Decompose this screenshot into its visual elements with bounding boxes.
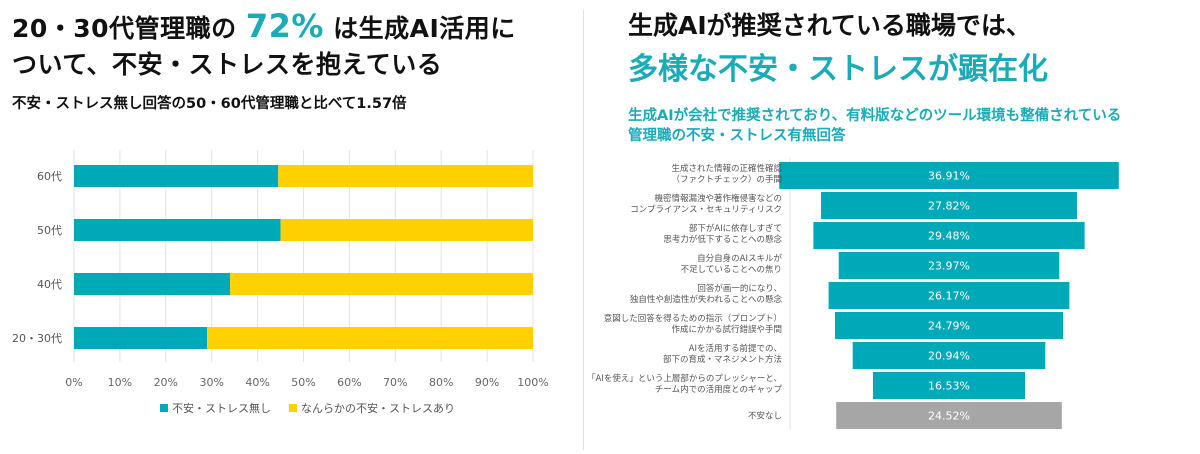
funnel-bar — [828, 282, 1070, 309]
right-title-line2: 多様な不安・ストレスが顕在化 — [628, 52, 1048, 87]
category-label: 不安なし — [748, 411, 782, 422]
left-title-line2: ついて、不安・ストレスを抱えている — [12, 50, 443, 79]
left-title-pre: 20・30代管理職の — [12, 14, 237, 43]
category-label: 意図した回答を得るための指示（プロンプト） — [604, 313, 782, 324]
category-label: コンプライアンス・セキュリティリスク — [630, 205, 782, 215]
right-subtitle-line2: 管理職の不安・ストレス有無回答 — [628, 128, 846, 144]
category-label: 機密情報漏洩や著作権侵害などの — [654, 193, 782, 204]
x-tick-label: 80% — [429, 376, 453, 389]
funnel-bar — [779, 162, 1119, 189]
x-tick-label: 10% — [108, 376, 132, 389]
data-label: 20.94% — [928, 350, 970, 363]
data-label: 29.48% — [928, 230, 970, 243]
category-label: 50代 — [37, 224, 62, 237]
legend-swatch — [289, 404, 297, 412]
divider — [583, 10, 584, 450]
x-tick-label: 30% — [199, 376, 223, 389]
bar-stress — [230, 273, 533, 295]
category-label: チーム内での活用度とのギャップ — [655, 384, 783, 395]
funnel-bar — [872, 372, 1026, 399]
category-label: 不足していることへの焦り — [681, 264, 782, 275]
x-tick-label: 100% — [517, 376, 548, 389]
left-title-highlight: 72% — [245, 7, 324, 45]
category-label: 自分自身のAIスキルが — [697, 253, 782, 264]
funnel-bar — [836, 402, 1062, 429]
data-label: 23.97% — [928, 260, 970, 273]
left-title: 20・30代管理職の 72% は生成AI活用に ついて、不安・ストレスを抱えてい… — [12, 8, 516, 83]
category-label: 作成にかかる試行錯誤や手間 — [671, 324, 782, 335]
funnel-bar — [834, 312, 1064, 339]
x-tick-label: 70% — [383, 376, 407, 389]
right-subtitle: 生成AIが会社で推奨されており、有料版などのツール環境も整備されている 管理職の… — [628, 106, 1121, 146]
funnel-chart: 36.91% 生成された情報の正確性確認（ファクトチェック）の手間 27.82% 機密… — [587, 158, 1119, 430]
right-title-line1: 生成AIが推奨されている職場では、 — [628, 11, 1031, 40]
category-label: 20・30代 — [12, 332, 62, 345]
category-label: 60代 — [37, 170, 62, 183]
data-label: 24.79% — [928, 320, 970, 333]
x-tick-label: 60% — [337, 376, 361, 389]
x-tick-label: 0% — [65, 376, 82, 389]
stacked-bar-chart: 0% 10% 20% 30% 40% 50% 60% 70% 80% 90% 100% 60代 50代 4… — [12, 150, 549, 415]
left-subtitle: 不安・ストレス無し回答の50・60代管理職と比べて1.57倍 — [12, 96, 407, 112]
funnel-bar — [852, 342, 1046, 369]
legend-swatch — [160, 404, 168, 412]
bar-stress — [280, 219, 533, 241]
data-label: 26.17% — [928, 290, 970, 303]
data-label: 16.53% — [928, 380, 970, 393]
category-label: 独自性や創造性が失われることへの懸念 — [630, 294, 783, 305]
category-label: 「AIを使え」という上層部からのプレッシャーと、 — [587, 373, 782, 384]
bar-no-stress — [74, 219, 281, 241]
funnel-bar — [838, 252, 1060, 279]
bar-no-stress — [74, 273, 231, 295]
category-label: （ファクトチェック）の手間 — [671, 174, 782, 185]
category-label: AIを活用する前提での、 — [689, 343, 782, 354]
category-label: 部下がAIに依存しすぎて — [689, 223, 782, 234]
bar-no-stress — [74, 327, 208, 349]
funnel-bar — [821, 192, 1077, 219]
category-label: 部下の育成・マネジメント方法 — [663, 354, 782, 365]
right-subtitle-line1: 生成AIが会社で推奨されており、有料版などのツール環境も整備されている — [628, 108, 1122, 124]
x-tick-label: 20% — [154, 376, 178, 389]
funnel-bar — [813, 222, 1085, 249]
x-tick-label: 40% — [245, 376, 269, 389]
category-label: 40代 — [37, 278, 62, 291]
category-label: 思考力が低下することへの懸念 — [663, 234, 782, 245]
bar-stress — [278, 165, 533, 187]
data-label: 36.91% — [928, 170, 970, 183]
bar-no-stress — [74, 165, 279, 187]
data-label: 27.82% — [928, 200, 970, 213]
data-label: 24.52% — [928, 410, 970, 423]
left-title-post: は生成AI活用に — [333, 14, 516, 43]
legend-label: 不安・ストレス無し — [172, 401, 271, 415]
category-label: 回答が画一的になり、 — [697, 283, 782, 294]
x-tick-label: 50% — [291, 376, 315, 389]
bar-stress — [207, 327, 534, 349]
x-tick-label: 90% — [475, 376, 499, 389]
category-label: 生成された情報の正確性確認 — [671, 163, 782, 174]
legend-label: なんらかの不安・ストレスあり — [301, 401, 455, 415]
